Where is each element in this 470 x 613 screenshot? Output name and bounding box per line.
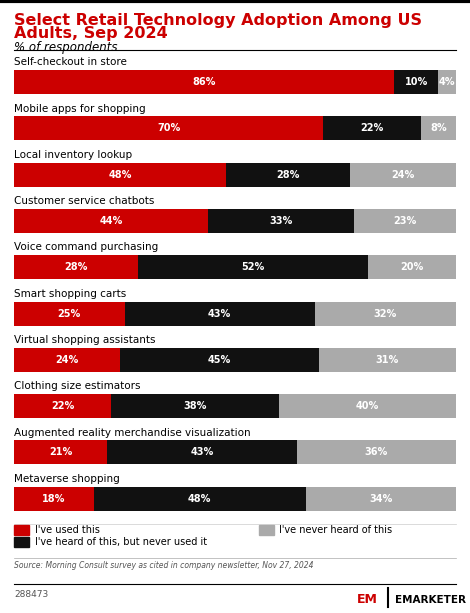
Bar	[306, 487, 456, 511]
Bar	[111, 394, 279, 418]
Bar	[14, 255, 138, 280]
Text: Mobile apps for shopping: Mobile apps for shopping	[14, 104, 146, 113]
Bar	[394, 70, 438, 94]
Bar	[125, 302, 314, 326]
Text: 25%: 25%	[58, 308, 81, 319]
Text: I've never heard of this: I've never heard of this	[279, 525, 392, 535]
Text: 34%: 34%	[369, 493, 392, 504]
Text: Clothing size estimators: Clothing size estimators	[14, 381, 141, 391]
Text: % of respondents: % of respondents	[14, 41, 118, 54]
Bar	[421, 116, 456, 140]
Text: Metaverse shopping: Metaverse shopping	[14, 474, 120, 484]
Bar	[120, 348, 319, 372]
Text: 45%: 45%	[208, 355, 231, 365]
Bar	[354, 209, 456, 233]
Text: 28%: 28%	[64, 262, 87, 272]
Text: 20%: 20%	[400, 262, 423, 272]
Text: EM: EM	[357, 593, 378, 606]
Text: EMARKETER: EMARKETER	[395, 595, 466, 604]
Bar	[209, 209, 354, 233]
Text: 86%: 86%	[192, 77, 216, 87]
Bar	[368, 255, 456, 280]
Text: I've heard of this, but never used it: I've heard of this, but never used it	[35, 537, 207, 547]
Text: 288473: 288473	[14, 590, 48, 599]
Text: 48%: 48%	[109, 170, 132, 180]
Text: 33%: 33%	[270, 216, 293, 226]
Text: 8%: 8%	[430, 123, 446, 134]
Text: Select Retail Technology Adoption Among US: Select Retail Technology Adoption Among …	[14, 13, 422, 28]
Text: 31%: 31%	[376, 355, 399, 365]
Bar	[314, 302, 456, 326]
Bar	[323, 116, 421, 140]
Text: 36%: 36%	[365, 447, 388, 457]
Bar	[14, 348, 120, 372]
Bar	[94, 487, 306, 511]
Bar	[14, 70, 394, 94]
Text: 28%: 28%	[276, 170, 300, 180]
Bar	[14, 116, 323, 140]
Text: 70%: 70%	[157, 123, 180, 134]
Text: Smart shopping carts: Smart shopping carts	[14, 289, 126, 299]
Bar	[297, 440, 456, 465]
Text: 38%: 38%	[184, 401, 207, 411]
Text: Customer service chatbots: Customer service chatbots	[14, 196, 155, 206]
Bar	[319, 348, 456, 372]
Text: Augmented reality merchandise visualization: Augmented reality merchandise visualizat…	[14, 428, 251, 438]
Text: 23%: 23%	[393, 216, 417, 226]
Bar	[138, 255, 368, 280]
Text: 32%: 32%	[374, 308, 397, 319]
Bar	[438, 70, 456, 94]
Bar	[279, 394, 456, 418]
Text: Virtual shopping assistants: Virtual shopping assistants	[14, 335, 156, 345]
Text: 48%: 48%	[188, 493, 212, 504]
Text: 22%: 22%	[360, 123, 384, 134]
Bar	[14, 209, 209, 233]
Text: Local inventory lookup: Local inventory lookup	[14, 150, 132, 160]
Text: 40%: 40%	[356, 401, 379, 411]
Text: 21%: 21%	[49, 447, 72, 457]
Text: 43%: 43%	[190, 447, 213, 457]
Bar	[14, 302, 125, 326]
Bar	[14, 440, 107, 465]
Text: 4%: 4%	[439, 77, 455, 87]
Text: 10%: 10%	[405, 77, 428, 87]
Bar	[14, 394, 111, 418]
Bar	[107, 440, 297, 465]
Bar	[14, 162, 226, 187]
Text: 43%: 43%	[208, 308, 231, 319]
Text: 22%: 22%	[51, 401, 74, 411]
Text: Voice command purchasing: Voice command purchasing	[14, 243, 158, 253]
Text: I've used this: I've used this	[35, 525, 100, 535]
Text: 24%: 24%	[55, 355, 79, 365]
Bar	[14, 487, 94, 511]
Text: 44%: 44%	[100, 216, 123, 226]
Text: 52%: 52%	[241, 262, 264, 272]
Text: 24%: 24%	[391, 170, 415, 180]
Bar	[350, 162, 456, 187]
Text: Adults, Sep 2024: Adults, Sep 2024	[14, 26, 168, 40]
Text: Self-checkout in store: Self-checkout in store	[14, 58, 127, 67]
Text: Source: Morning Consult survey as cited in company newsletter, Nov 27, 2024: Source: Morning Consult survey as cited …	[14, 561, 313, 570]
Text: 18%: 18%	[42, 493, 65, 504]
Bar	[226, 162, 350, 187]
